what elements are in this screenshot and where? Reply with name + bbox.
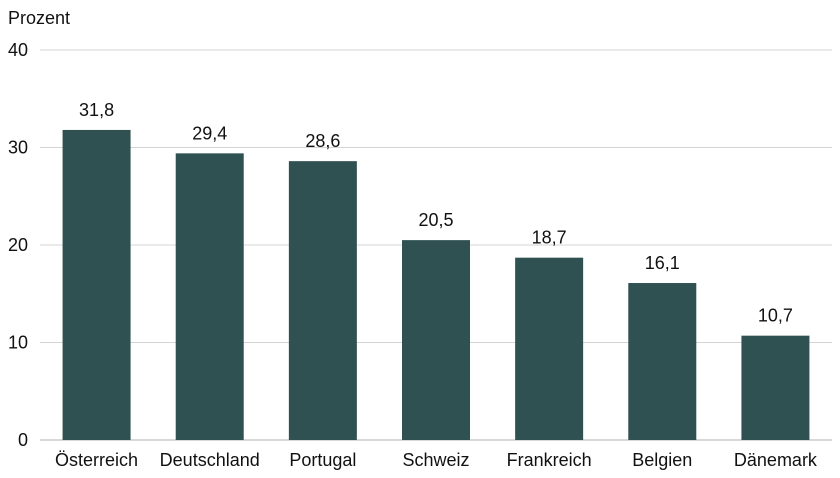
y-axis-ticks: 0 10 20 30 40 xyxy=(8,40,28,450)
bar xyxy=(628,283,697,440)
x-category-label: Dänemark xyxy=(734,450,818,470)
bars xyxy=(62,129,810,440)
bar xyxy=(175,153,244,440)
bar-value-label: 16,1 xyxy=(645,253,680,273)
bar xyxy=(515,257,584,440)
x-category-label: Deutschland xyxy=(160,450,260,470)
x-category-label: Schweiz xyxy=(402,450,469,470)
bar-value-label: 18,7 xyxy=(532,228,567,248)
y-tick-label: 40 xyxy=(8,40,28,60)
bar xyxy=(62,129,131,440)
y-tick-label: 10 xyxy=(8,333,28,353)
bar-value-label: 29,4 xyxy=(192,123,227,143)
bar xyxy=(741,335,810,440)
x-category-label: Österreich xyxy=(55,450,138,470)
x-axis-categories: Österreich Deutschland Portugal Schweiz Fran… xyxy=(55,450,818,470)
y-tick-label: 0 xyxy=(18,430,28,450)
bar-value-label: 20,5 xyxy=(418,210,453,230)
y-tick-label: 30 xyxy=(8,138,28,158)
y-tick-label: 20 xyxy=(8,235,28,255)
x-category-label: Frankreich xyxy=(507,450,592,470)
bar-value-label: 28,6 xyxy=(305,131,340,151)
bar xyxy=(402,240,470,440)
data-labels: 31,8 29,4 28,6 20,5 18,7 16,1 10,7 xyxy=(79,100,793,326)
bar-value-label: 10,7 xyxy=(758,306,793,326)
y-axis-unit-label: Prozent xyxy=(8,8,70,28)
x-category-label: Belgien xyxy=(632,450,692,470)
bar-value-label: 31,8 xyxy=(79,100,114,120)
bar xyxy=(288,161,357,440)
x-category-label: Portugal xyxy=(289,450,356,470)
